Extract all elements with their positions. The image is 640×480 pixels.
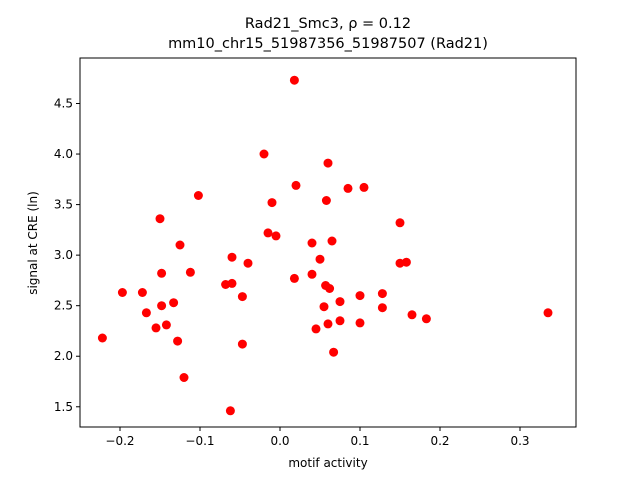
data-point [343,183,353,193]
data-point [175,240,185,250]
data-point [407,310,417,320]
x-tick-label: 0.3 [510,434,529,448]
data-point [271,231,281,241]
data-point [307,238,317,248]
plot-area: −0.2 −0.1 0.0 0.1 0.2 0.3 1.5 2.0 2.5 3.0 3.5 4.0 4.… [54,57,577,448]
y-tick-label: 2.5 [54,299,73,313]
data-point [421,314,431,324]
data-point [237,339,247,349]
data-point [325,284,335,293]
x-axis-label: motif activity [288,456,367,470]
data-point [155,214,165,224]
data-point [355,318,365,328]
data-point [291,180,301,190]
data-point [161,320,171,330]
data-point [323,319,333,329]
data-point [193,191,203,200]
data-point [395,218,405,228]
data-point [321,196,331,205]
data-point [311,324,321,334]
data-point [543,308,553,318]
y-tick-label: 4.0 [54,147,73,161]
data-point [97,333,107,343]
data-point [289,273,299,283]
data-point [307,269,317,279]
data-point [169,298,179,308]
data-point [185,267,195,277]
data-point [335,297,345,307]
data-point [221,280,231,289]
data-point [179,373,189,382]
x-tick-label: −0.2 [105,434,134,448]
y-tick-label: 3.5 [54,198,73,212]
axes-frame [79,57,577,428]
data-point [327,236,337,246]
data-point [359,182,369,192]
data-point [263,228,273,238]
y-tick-label: 2.0 [54,349,73,363]
data-point [289,75,299,85]
data-point [335,316,345,326]
data-point [329,347,339,357]
data-point [243,258,253,268]
x-tick-label: 0.2 [430,434,449,448]
data-point [259,149,269,159]
data-point [157,268,167,278]
y-axis-label: signal at CRE (ln) [26,191,40,295]
data-point [323,158,333,168]
data-point [267,198,277,208]
data-point [227,252,237,262]
x-tick-label: 0.0 [270,434,289,448]
data-point [173,336,183,346]
data-point [401,257,411,267]
chart-title-line1: Rad21_Smc3, ρ = 0.12 [245,16,411,32]
x-tick-label: −0.1 [185,434,214,448]
data-point [117,288,127,297]
data-point [237,292,247,302]
data-point [315,254,325,264]
data-point [377,303,387,313]
x-tick-label: 0.1 [350,434,369,448]
data-point [377,289,387,299]
data-point [157,301,167,311]
data-point [137,288,147,297]
data-point [319,302,329,312]
y-tick-label: 3.0 [54,248,73,262]
chart-title-line2: mm10_chr15_51987356_51987507 (Rad21) [168,36,488,52]
y-tick-label: 1.5 [54,400,73,414]
data-point [355,291,365,301]
data-point [151,323,161,333]
y-tick-label: 4.5 [54,96,73,110]
data-point [141,308,151,318]
data-point [225,406,235,416]
